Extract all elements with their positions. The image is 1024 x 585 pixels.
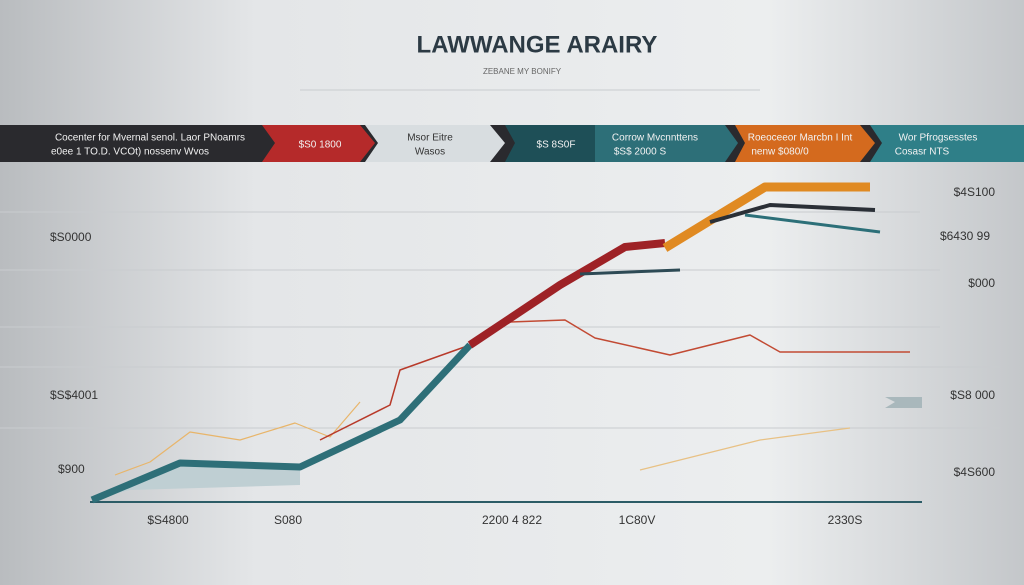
main-line <box>744 213 881 234</box>
right-label: $4S100 <box>954 185 996 199</box>
banner-text: $S$ 2000 S <box>614 147 667 158</box>
main-line <box>709 203 876 224</box>
grid <box>0 211 1000 503</box>
main-line <box>662 182 870 252</box>
banner-text: Msor Eitre <box>407 133 453 144</box>
thin-line <box>509 319 910 356</box>
banner-text: Cocenter for Mvernal senol. Laor PNoamrs <box>55 133 245 144</box>
banner-seg <box>870 125 1024 162</box>
banner-text: Roeoceeor Marcbn I Int <box>748 133 853 144</box>
title: LAWWANGE ARAIRY <box>417 31 658 58</box>
banner-seg <box>595 125 738 162</box>
main-line <box>579 268 681 276</box>
thin-line <box>319 344 471 441</box>
bottom-label: 2330S <box>828 513 863 527</box>
banner-text: nenw $080/0 <box>751 147 809 158</box>
banner-text: e0ee 1 TO.D. VCOt) nossenv Wvos <box>51 147 209 158</box>
bottom-label: $S4800 <box>147 513 189 527</box>
right-label: $6430 99 <box>940 229 990 243</box>
banner-seg <box>365 125 505 162</box>
main-line <box>90 342 473 504</box>
bottom-label: 1C80V <box>619 513 656 527</box>
bottom-label: S080 <box>274 513 302 527</box>
banner-seg <box>262 125 375 162</box>
banner-text: Corrow Mvcnnttens <box>612 133 698 144</box>
banner-seg <box>505 125 598 162</box>
banner-text: $S0 1800 <box>299 140 342 151</box>
banner-seg <box>735 125 875 162</box>
marker <box>885 397 922 408</box>
right-label: $S8 000 <box>950 388 995 402</box>
banner-text: Cosasr NTS <box>895 147 950 158</box>
thin-line <box>639 427 851 471</box>
banner-text: Wasos <box>415 147 445 158</box>
left-label: $S0000 <box>50 230 92 244</box>
banner-text: Wor Pfrogsesstes <box>899 133 978 144</box>
left-label: $900 <box>58 462 85 476</box>
banner-text: $S 8S0F <box>537 140 576 151</box>
thin-line <box>114 401 361 476</box>
right-label: $000 <box>968 276 995 290</box>
subtitle: ZEBANE MY BONIFY <box>483 67 562 76</box>
bottom-label: 2200 4 822 <box>482 513 542 527</box>
shade <box>90 462 300 500</box>
lines <box>90 182 922 504</box>
main-line <box>467 239 666 349</box>
banner: Cocenter for Mvernal senol. Laor PNoamrs… <box>0 125 1024 162</box>
left-label: $S$4001 <box>50 388 98 402</box>
right-label: $4S600 <box>954 465 996 479</box>
